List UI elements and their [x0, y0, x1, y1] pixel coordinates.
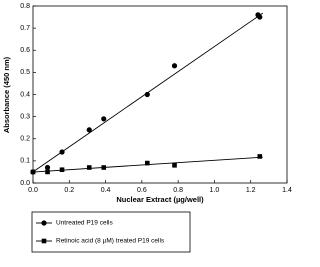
- chart: Nuclear Extract (µg/well) Absorbance (45…: [2, 3, 292, 253]
- data-point: [45, 169, 50, 175]
- x-tick-label: 1.0: [210, 187, 220, 194]
- y-tick-label: 0.1: [20, 158, 30, 165]
- data-point: [171, 63, 178, 69]
- x-axis-title: Nuclear Extract (µg/well): [116, 195, 204, 204]
- y-tick-label: 0.8: [20, 3, 30, 10]
- x-tick-label: 0.6: [137, 187, 147, 194]
- y-tick-label: 0.3: [20, 113, 30, 120]
- data-point: [144, 91, 150, 98]
- legend-label: Untreated P19 cells: [56, 220, 113, 227]
- legend-box: [31, 211, 191, 253]
- plot-frame: [32, 5, 288, 184]
- data-point: [59, 167, 65, 173]
- data-point: [59, 149, 65, 155]
- y-tick-label: 0.2: [20, 136, 30, 143]
- y-tick-label: 0.0: [20, 180, 30, 187]
- data-point: [101, 165, 107, 170]
- y-tick-label: 0.5: [20, 69, 30, 76]
- x-tick-label: 0.2: [64, 187, 74, 194]
- data-point: [257, 14, 263, 20]
- data-point: [145, 160, 150, 166]
- x-tick-label: 1.2: [246, 187, 256, 194]
- x-tick-label: 0.0: [28, 187, 38, 194]
- data-point: [101, 116, 107, 122]
- data-point: [257, 154, 263, 159]
- data-point: [44, 164, 51, 171]
- y-tick-label: 0.7: [20, 25, 30, 32]
- legend-label: Retinoic acid (8 µM) treated P19 cells: [56, 238, 165, 245]
- data-point: [172, 163, 177, 168]
- y-axis-title: Absorbance (450 nm): [2, 56, 11, 133]
- x-tick-label: 0.8: [173, 187, 183, 194]
- data-point: [30, 169, 36, 175]
- data-point: [86, 165, 92, 170]
- data-point: [86, 127, 92, 133]
- y-tick-label: 0.4: [20, 91, 30, 98]
- legend-marker: [41, 220, 47, 226]
- y-tick-label: 0.6: [20, 47, 30, 54]
- x-tick-label: 1.4: [282, 187, 292, 194]
- legend-marker: [41, 238, 47, 244]
- x-tick-label: 0.4: [101, 187, 111, 194]
